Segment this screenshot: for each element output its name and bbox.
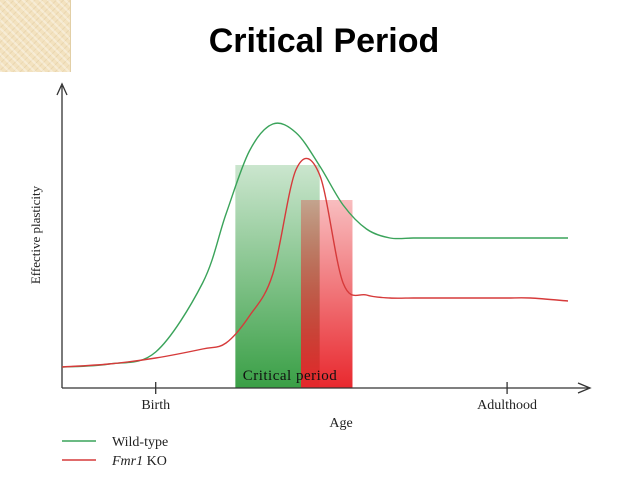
slide-title: Critical Period [208, 22, 440, 60]
fmr1-ko-line [61, 157, 569, 368]
axes [56, 82, 592, 394]
legend-label: Wild-type [112, 435, 168, 450]
bands-layer [235, 165, 353, 388]
y-axis-arrow [56, 82, 68, 96]
x-axis-arrow [577, 382, 592, 394]
series-lines [61, 122, 569, 368]
decorative-corner-tile [0, 0, 71, 72]
x-tick-label: Birth [141, 398, 170, 413]
x-ticks: Birth Adulthood [141, 382, 537, 413]
legend: Wild-type Fmr1 KO [62, 435, 168, 469]
critical-period-label: Critical period [243, 368, 338, 384]
x-tick-label: Adulthood [477, 398, 537, 413]
y-axis-label: Effective plasticity [28, 185, 43, 284]
critical-period-band-fmr1-ko [300, 200, 353, 388]
x-axis-label: Age [329, 416, 352, 431]
legend-label: Fmr1 KO [111, 454, 167, 469]
wild-type-line [61, 122, 568, 368]
